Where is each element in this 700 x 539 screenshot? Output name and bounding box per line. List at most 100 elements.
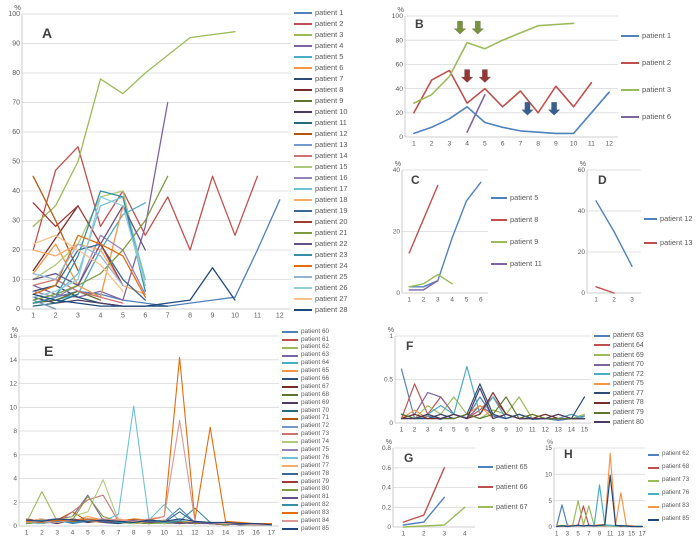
svg-text:3: 3 (442, 531, 446, 538)
svg-text:15: 15 (237, 530, 245, 537)
legend-item: patient 10 (294, 106, 374, 117)
svg-text:5: 5 (549, 498, 553, 505)
legend-line-swatch (282, 393, 298, 396)
legend-item: patient 8 (294, 84, 374, 95)
svg-text:5: 5 (86, 530, 90, 537)
legend-item: patient 3 (621, 76, 695, 103)
legend-line-swatch (282, 496, 298, 499)
legend-label: patient 65 (496, 462, 528, 472)
legend-line-swatch (282, 472, 298, 475)
svg-text:0.8: 0.8 (382, 445, 391, 452)
legend-label: patient 76 (301, 453, 330, 461)
legend-line-swatch (648, 466, 659, 469)
svg-text:14: 14 (568, 427, 576, 434)
legend-label: patient 24 (315, 260, 348, 270)
legend-line-swatch (294, 187, 312, 190)
legend-line-swatch (294, 220, 312, 223)
legend-label: patient 80 (301, 485, 330, 493)
legend-line-swatch (282, 346, 298, 349)
legend-line-swatch (648, 505, 659, 508)
legend-E: patient 60 patient 61 patient 62 patient 63… (282, 324, 360, 537)
chart-E: 0 2 4 6 8 10 12 14 16 1 2 3 4 5 6 7 8 9 10 11 12 13 14 15 16 17% E (2, 324, 282, 537)
svg-text:%: % (395, 160, 402, 168)
svg-text:0: 0 (549, 524, 553, 531)
svg-text:1: 1 (401, 531, 405, 538)
legend-line-swatch (294, 22, 312, 25)
legend-label: patient 28 (315, 304, 348, 314)
legend-item: patient 70 (282, 407, 360, 415)
svg-text:0: 0 (399, 134, 403, 141)
legend-item: patient 67 (478, 497, 538, 517)
legend-item: patient 24 (294, 260, 374, 271)
legend-label: patient 4 (315, 40, 344, 50)
legend-item: patient 22 (294, 238, 374, 249)
svg-text:%: % (386, 438, 393, 446)
legend-label: patient 68 (662, 463, 690, 471)
legend-line-swatch (594, 401, 610, 404)
legend-line-swatch (294, 242, 312, 245)
svg-text:1: 1 (412, 141, 416, 148)
legend-label: patient 22 (315, 238, 348, 248)
legend-label: patient 27 (315, 293, 348, 303)
legend-A: patient 1 patient 2 patient 3 patient 4 pati… (294, 2, 374, 320)
annotation-down-arrow (460, 69, 474, 83)
svg-text:6: 6 (143, 313, 147, 320)
chart-A: 0 10 20 30 40 50 60 70 80 90 100 1 2 3 4 5 6 7 8 9 10 11 12% A (2, 2, 294, 320)
legend-line-swatch (282, 362, 298, 365)
svg-text:20: 20 (395, 110, 403, 117)
legend-item: patient 9 (294, 95, 374, 106)
legend-label: patient 78 (613, 399, 644, 407)
legend-item: patient 69 (594, 350, 664, 360)
legend-line-swatch (648, 492, 659, 495)
legend-item: patient 85 (282, 525, 360, 533)
legend-label: patient 82 (301, 501, 330, 509)
legend-label: patient 15 (315, 161, 348, 171)
svg-text:40: 40 (395, 86, 403, 93)
legend-label: patient 83 (662, 502, 690, 510)
legend-item: patient 17 (294, 183, 374, 194)
legend-label: patient 64 (301, 359, 330, 367)
legend-line-swatch (594, 421, 610, 424)
svg-text:2: 2 (422, 297, 426, 304)
legend-line-swatch (491, 263, 507, 265)
legend-label: patient 81 (301, 493, 330, 501)
panel-letter: B (415, 17, 424, 31)
legend-label: patient 84 (301, 517, 330, 525)
svg-text:11: 11 (176, 530, 183, 537)
legend-line-swatch (594, 392, 610, 395)
legend-line-swatch (294, 286, 312, 289)
svg-text:0.5: 0.5 (384, 377, 393, 384)
svg-text:13: 13 (555, 427, 563, 434)
legend-line-swatch (282, 465, 298, 467)
legend-label: patient 74 (301, 438, 330, 446)
svg-text:2: 2 (13, 499, 17, 506)
legend-item: patient 82 (282, 501, 360, 510)
svg-text:1: 1 (389, 333, 393, 340)
legend-label: patient 11 (315, 117, 347, 127)
legend-item: patient 63 (594, 331, 664, 341)
svg-text:60: 60 (12, 129, 20, 136)
legend-label: patient 64 (613, 341, 644, 349)
legend-label: patient 69 (613, 351, 644, 359)
legend-label: patient 18 (315, 194, 348, 204)
legend-label: patient 67 (496, 502, 528, 512)
svg-text:17: 17 (268, 530, 276, 537)
legend-item: patient 75 (282, 446, 360, 454)
legend-line-swatch (594, 354, 610, 357)
annotation-down-arrow (547, 102, 561, 116)
annotation-down-arrow (471, 21, 484, 35)
legend-line-swatch (294, 121, 312, 124)
legend-label: patient 78 (301, 469, 330, 477)
legend-line-swatch (282, 386, 298, 389)
legend-line-swatch (644, 218, 657, 220)
legend-label: patient 12 (315, 128, 348, 138)
legend-item: patient 2 (294, 18, 374, 29)
svg-text:4: 4 (450, 297, 454, 304)
legend-item: patient 62 (282, 344, 360, 352)
legend-label: patient 68 (301, 390, 330, 398)
legend-item: patient 80 (594, 417, 664, 427)
svg-text:0: 0 (581, 290, 585, 297)
legend-item: patient 72 (594, 369, 664, 379)
legend-item: patient 64 (282, 359, 360, 367)
svg-text:9: 9 (211, 313, 215, 320)
